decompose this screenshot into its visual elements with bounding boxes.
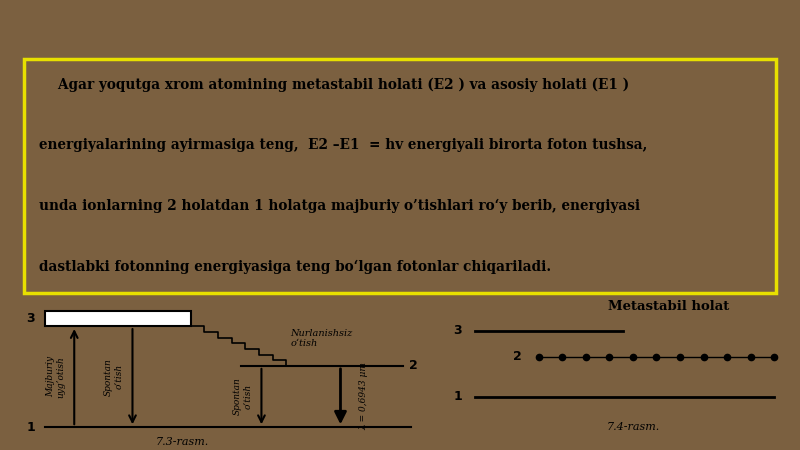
Text: dastlabki fotonning energiyasiga teng bo‘lgan fotonlar chiqariladi.: dastlabki fotonning energiyasiga teng bo… — [39, 260, 551, 274]
Text: Metastabil holat: Metastabil holat — [608, 300, 730, 313]
Text: Nurlanishsiz
o‘tish: Nurlanishsiz o‘tish — [290, 328, 353, 348]
Text: Majburiy
uyg’otish: Majburiy uyg’otish — [46, 356, 66, 397]
Text: 7.3-rasm.: 7.3-rasm. — [156, 437, 209, 447]
Text: unda ionlarning 2 holatdan 1 holatga majburiy o’tishlari ro‘y berib, energiyasi: unda ionlarning 2 holatdan 1 holatga maj… — [39, 199, 640, 213]
Text: Spontan
o’tish: Spontan o’tish — [233, 378, 253, 415]
Bar — [45, 311, 190, 326]
Text: 7.4-rasm.: 7.4-rasm. — [607, 422, 660, 432]
Text: 1: 1 — [26, 421, 35, 434]
Text: Spontan
o’tish: Spontan o’tish — [104, 358, 123, 396]
Text: 2: 2 — [513, 350, 522, 363]
Text: 2: 2 — [409, 360, 418, 373]
Text: energiyalarining ayirmasiga teng,  E2 –E1  = hv energiyali birorta foton tushsa,: energiyalarining ayirmasiga teng, E2 –E1… — [39, 138, 647, 152]
Text: 1: 1 — [454, 390, 462, 403]
Text: 3: 3 — [454, 324, 462, 337]
Text: λ = 0,6943 μm: λ = 0,6943 μm — [359, 363, 368, 431]
Text: Agar yoqutga xrom atomining metastabil holati (E2 ) va asosiy holati (E1 ): Agar yoqutga xrom atomining metastabil h… — [39, 77, 629, 92]
Text: 3: 3 — [26, 312, 35, 325]
